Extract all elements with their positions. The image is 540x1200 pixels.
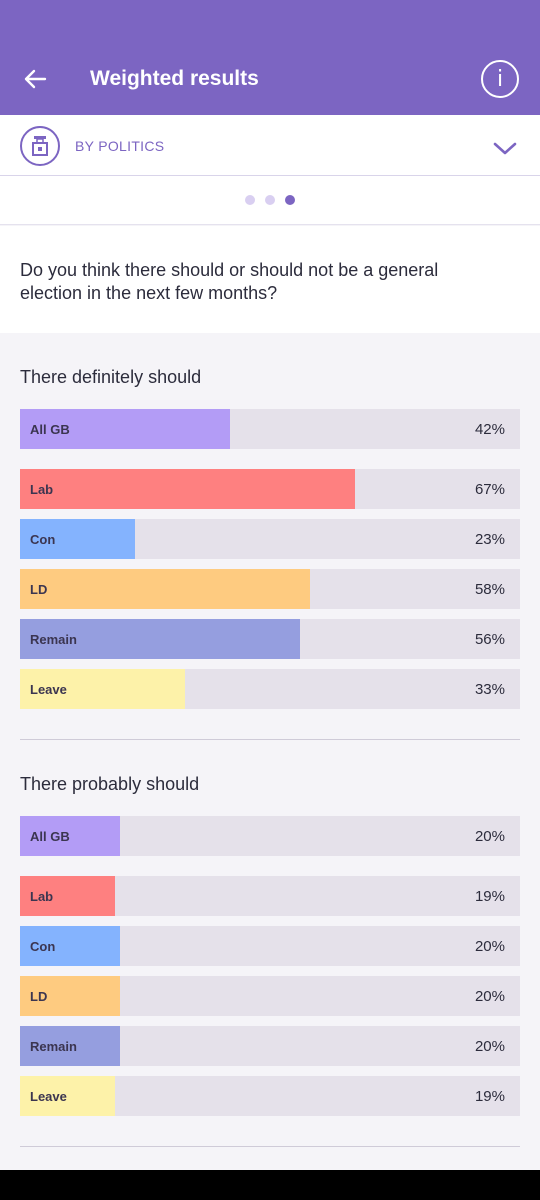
- result-bar: Con 20%: [20, 926, 520, 966]
- bar-label: LD: [30, 989, 48, 1004]
- page-dot[interactable]: [265, 195, 275, 205]
- bar-fill: [20, 1026, 120, 1066]
- bar-value: 20%: [474, 1038, 505, 1055]
- bar-value: 20%: [474, 828, 505, 845]
- bar-label: Con: [30, 532, 56, 547]
- bar-label: Leave: [30, 682, 67, 697]
- bar-label: LD: [30, 582, 48, 597]
- result-bar: Con 23%: [20, 519, 520, 559]
- bar-fill: [20, 469, 355, 509]
- bar-label: All GB: [30, 422, 70, 437]
- bar-label: Lab: [30, 482, 54, 497]
- bar-value: 42%: [474, 421, 505, 438]
- bar-value: 23%: [474, 531, 505, 548]
- bar-label: Remain: [30, 1039, 77, 1054]
- filter-dropdown-toggle[interactable]: [490, 138, 520, 163]
- bar-fill: [20, 926, 120, 966]
- section-heading: There definitely should: [20, 367, 202, 387]
- bar-value: 20%: [474, 938, 505, 955]
- arrow-left-icon: [24, 69, 47, 89]
- bar-value: 33%: [474, 681, 505, 698]
- page-indicator: [0, 176, 540, 225]
- bar-fill: [20, 669, 185, 709]
- bar-label: Lab: [30, 889, 54, 904]
- bar-label: All GB: [30, 829, 70, 844]
- result-bar: Leave 19%: [20, 1076, 520, 1116]
- bar-fill: [20, 876, 115, 916]
- result-bar: Leave 33%: [20, 669, 520, 709]
- chevron-down-icon: [493, 142, 517, 155]
- filter-label: BY POLITICS: [75, 138, 165, 154]
- section-divider: [20, 1146, 520, 1147]
- bar-fill: [20, 409, 230, 449]
- system-navigation-bar: [0, 1170, 540, 1200]
- bar-fill: [20, 816, 120, 856]
- app-bar: Weighted results i: [0, 0, 540, 115]
- bar-fill: [20, 519, 135, 559]
- info-button[interactable]: i: [481, 60, 519, 98]
- bar-value: 20%: [474, 988, 505, 1005]
- result-bar: All GB 42%: [20, 409, 520, 449]
- result-bar: LD 58%: [20, 569, 520, 609]
- bar-label: Con: [30, 939, 56, 954]
- bar-fill: [20, 569, 310, 609]
- back-button[interactable]: [20, 64, 50, 94]
- bar-label: Leave: [30, 1089, 67, 1104]
- bar-value: 67%: [474, 481, 505, 498]
- section-divider: [20, 739, 520, 740]
- page-dot[interactable]: [245, 195, 255, 205]
- bar-fill: [20, 1076, 115, 1116]
- bar-value: 58%: [474, 581, 505, 598]
- result-bar: Remain 56%: [20, 619, 520, 659]
- result-bar: Remain 20%: [20, 1026, 520, 1066]
- bar-value: 56%: [474, 631, 505, 648]
- result-bar: LD 20%: [20, 976, 520, 1016]
- bar-value: 19%: [474, 888, 505, 905]
- info-icon: i: [496, 66, 504, 92]
- bar-fill: [20, 619, 300, 659]
- ballot-box-icon: [20, 126, 60, 166]
- question-panel: Do you think there should or should not …: [0, 226, 540, 333]
- bar-label: Remain: [30, 632, 77, 647]
- bar-fill: [20, 976, 120, 1016]
- result-bar: All GB 20%: [20, 816, 520, 856]
- page-dot-active[interactable]: [285, 195, 295, 205]
- page-title: Weighted results: [90, 67, 259, 90]
- result-bar: Lab 19%: [20, 876, 520, 916]
- bar-value: 19%: [474, 1088, 505, 1105]
- question-text: Do you think there should or should not …: [20, 260, 439, 303]
- filter-dropdown[interactable]: BY POLITICS: [0, 115, 540, 176]
- result-bar: Lab 67%: [20, 469, 520, 509]
- section-heading: There probably should: [20, 774, 200, 794]
